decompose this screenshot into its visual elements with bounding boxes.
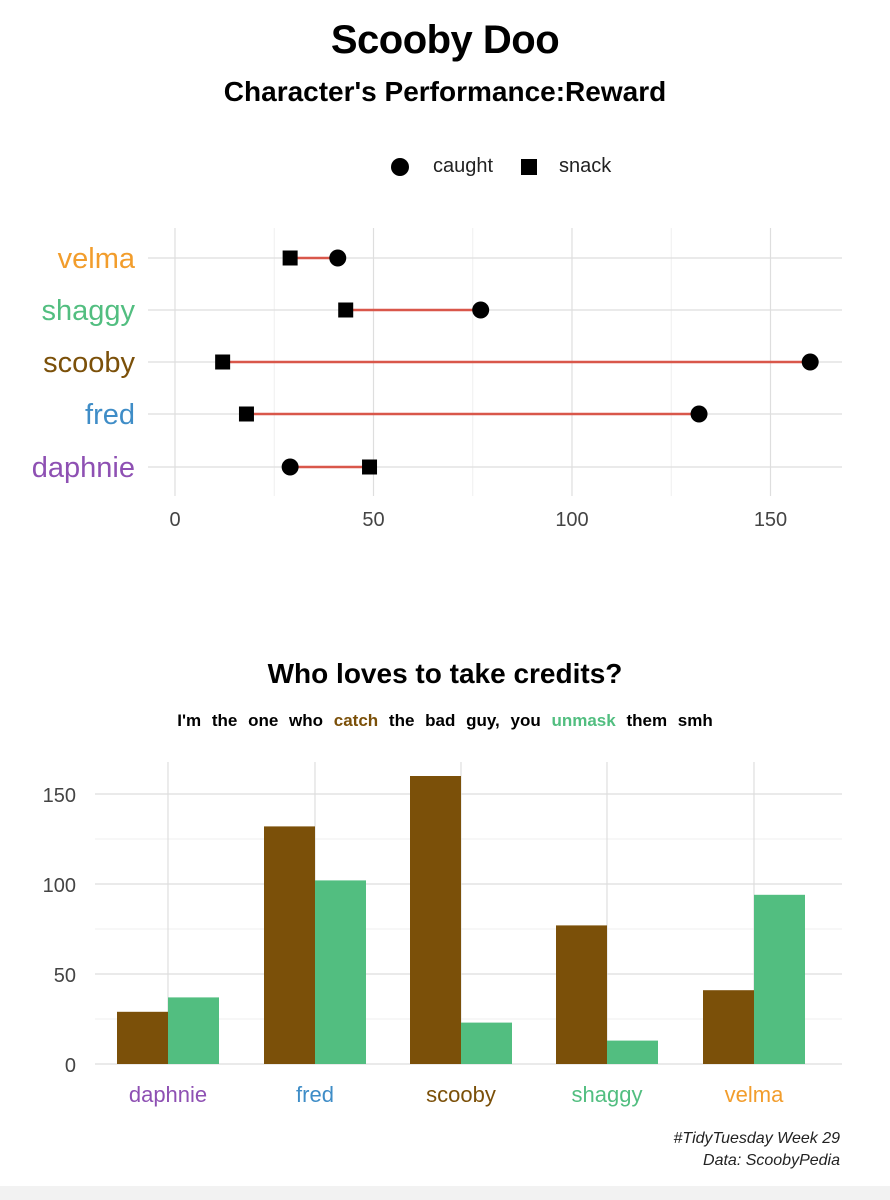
- legend-label-snack: snack: [559, 155, 612, 177]
- x-tick-label-fred: fred: [296, 1082, 334, 1107]
- point-snack-velma: [282, 250, 298, 266]
- y-tick-label-daphnie: daphnie: [32, 452, 135, 484]
- legend: caught snack: [0, 155, 890, 185]
- bar-unmask-scooby: [461, 1022, 512, 1064]
- dumbbell-chart: 0 50 100 150 velma shaggy scooby fred daphnie: [32, 228, 842, 531]
- x-tick-label-shaggy: shaggy: [572, 1082, 643, 1107]
- y-tick-label: 100: [43, 875, 76, 897]
- point-snack-fred: [238, 406, 254, 422]
- bar-unmask-fred: [315, 880, 366, 1064]
- subtitle-text-3: them smh: [626, 711, 713, 730]
- bar-catch-scooby: [410, 776, 461, 1064]
- x-tick-label: 100: [555, 509, 588, 531]
- point-caught-shaggy: [472, 301, 490, 319]
- point-caught-velma: [329, 249, 347, 267]
- chart-subtitle: Character's Performance:Reward: [223, 76, 667, 107]
- y-tick-label-fred: fred: [85, 399, 135, 431]
- bar-chart-subtitle: I'm the one who catch the bad guy, you u…: [0, 711, 890, 731]
- y-tick-label: 50: [54, 965, 76, 987]
- legend-item-caught: caught: [391, 155, 493, 178]
- bar-chart-title: Who loves to take credits?: [267, 658, 623, 689]
- y-tick-label-velma: velma: [58, 243, 136, 275]
- subtitle-text-2: the bad guy, you: [388, 711, 541, 730]
- point-caught-fred: [690, 405, 708, 423]
- point-snack-daphnie: [362, 459, 378, 475]
- point-caught-scooby: [801, 353, 819, 371]
- x-tick-label-daphnie: daphnie: [129, 1082, 207, 1107]
- y-tick-label: 0: [65, 1055, 76, 1077]
- bar-catch-fred: [264, 826, 315, 1064]
- bar-catch-shaggy: [556, 925, 607, 1064]
- caption-source: Data: ScoobyPedia: [703, 1152, 840, 1169]
- x-tick-label-scooby: scooby: [426, 1082, 496, 1107]
- subtitle-catch: catch: [333, 711, 379, 730]
- point-snack-shaggy: [338, 302, 354, 318]
- bar-unmask-shaggy: [607, 1040, 658, 1064]
- caption-week: #TidyTuesday Week 29: [673, 1130, 840, 1147]
- subtitle-unmask: unmask: [551, 711, 616, 730]
- x-tick-label-velma: velma: [725, 1082, 784, 1107]
- bar-catch-daphnie: [117, 1011, 168, 1064]
- bar-catch-velma: [703, 990, 754, 1064]
- y-tick-label: 150: [43, 785, 76, 807]
- subtitle-text-1: I'm the one who: [177, 711, 324, 730]
- point-snack-scooby: [215, 354, 231, 370]
- square-marker-icon: [521, 158, 537, 175]
- x-tick-label: 50: [362, 509, 384, 531]
- legend-label-caught: caught: [433, 155, 494, 177]
- point-caught-daphnie: [281, 458, 299, 476]
- y-tick-label-scooby: scooby: [43, 347, 135, 379]
- legend-item-snack: snack: [521, 155, 611, 178]
- bar-unmask-daphnie: [168, 997, 219, 1064]
- x-tick-label: 150: [754, 509, 787, 531]
- chart-title: Scooby Doo: [330, 18, 560, 62]
- y-tick-label-shaggy: shaggy: [41, 295, 135, 327]
- x-tick-label: 0: [169, 509, 180, 531]
- bar-unmask-velma: [754, 894, 805, 1064]
- circle-marker-icon: [391, 157, 409, 176]
- footer-bar: [0, 1186, 890, 1200]
